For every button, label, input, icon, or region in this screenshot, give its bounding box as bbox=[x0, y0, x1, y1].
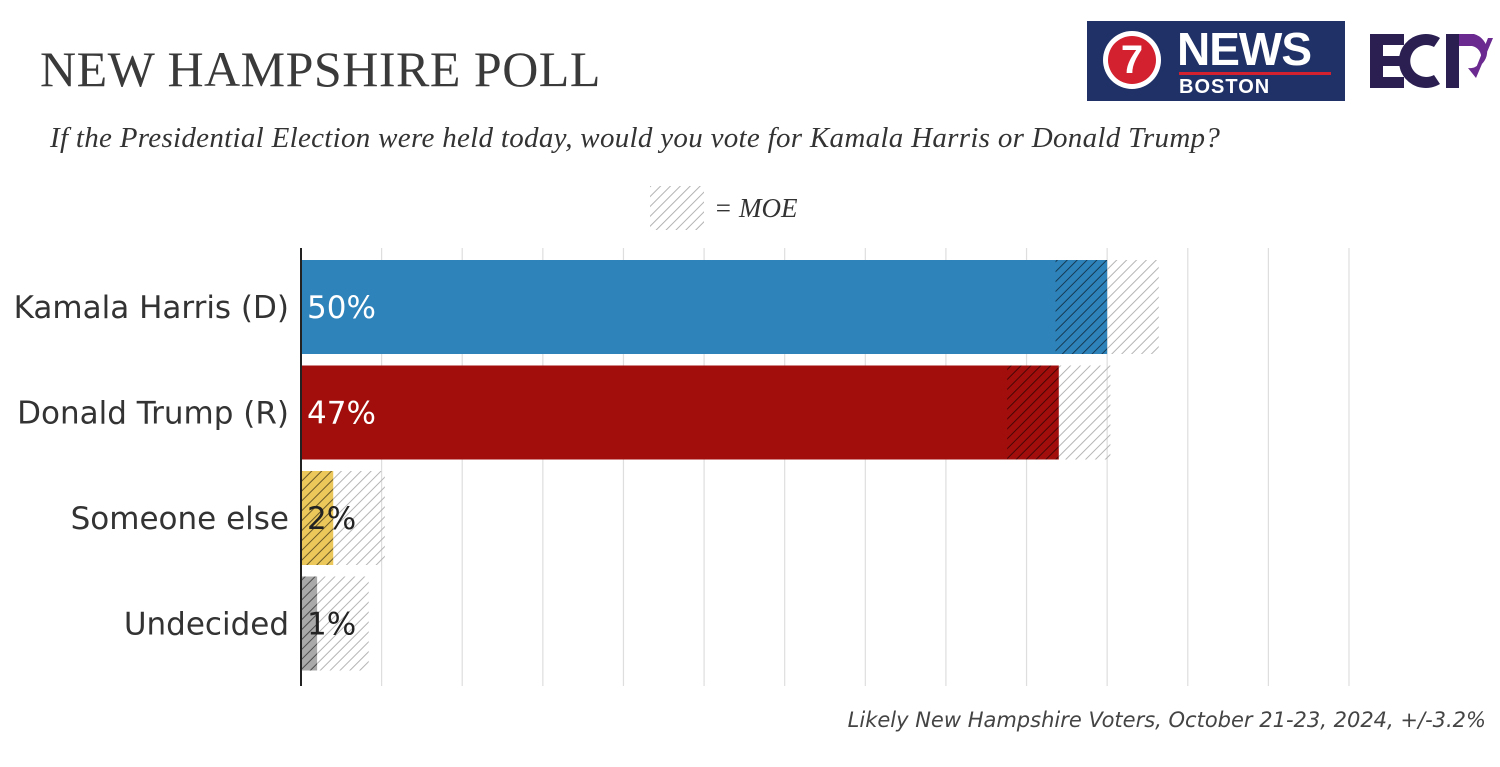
ecp-logo-c bbox=[1398, 34, 1440, 89]
bar bbox=[301, 260, 1108, 354]
moe-outer-hatch bbox=[333, 471, 385, 565]
moe-hatch-swatch bbox=[650, 186, 704, 230]
moe-outer-hatch bbox=[1107, 260, 1159, 354]
category-label: Kamala Harris (D) bbox=[14, 290, 289, 326]
7news-wordmark: NEWS bbox=[1177, 23, 1312, 75]
category-label: Someone else bbox=[71, 501, 289, 537]
ecp-logo-p bbox=[1446, 34, 1459, 88]
moe-outer-hatch bbox=[317, 576, 369, 671]
labels: Kamala Harris (D) 50% Donald Trump (R) 47% S… bbox=[14, 290, 376, 643]
ecp-logo-e bbox=[1370, 34, 1404, 88]
ecp-logo-check bbox=[1459, 34, 1493, 78]
category-label: Undecided bbox=[124, 607, 289, 643]
page-title: NEW HAMPSHIRE POLL bbox=[40, 41, 601, 97]
7news-boston-logo: 7 NEWS BOSTON bbox=[1087, 21, 1345, 101]
7news-number: 7 bbox=[1108, 36, 1156, 84]
value-label: 50% bbox=[307, 290, 376, 326]
category-label: Donald Trump (R) bbox=[17, 396, 289, 432]
moe-legend-label: = MOE bbox=[714, 192, 798, 223]
moe-legend: = MOE bbox=[650, 185, 797, 231]
moe-inner-hatch bbox=[301, 471, 334, 565]
moe-outer-hatch bbox=[1058, 365, 1111, 460]
bar bbox=[301, 365, 1059, 460]
bars bbox=[301, 260, 1159, 671]
moe-inner-hatch bbox=[301, 576, 318, 671]
7news-city: BOSTON bbox=[1179, 76, 1271, 98]
7news-divider bbox=[1179, 72, 1331, 75]
7news-circle-icon: 7 bbox=[1103, 31, 1161, 89]
poll-question: If the Presidential Election were held t… bbox=[50, 122, 1221, 154]
moe-inner-hatch bbox=[1007, 365, 1059, 460]
footnote: Likely New Hampshire Voters, October 21-… bbox=[847, 708, 1486, 732]
value-label: 1% bbox=[307, 607, 356, 643]
ecp-logo bbox=[1370, 34, 1493, 89]
moe-inner-hatch bbox=[1055, 260, 1108, 354]
value-label: 47% bbox=[307, 396, 376, 432]
value-label: 2% bbox=[307, 501, 356, 537]
